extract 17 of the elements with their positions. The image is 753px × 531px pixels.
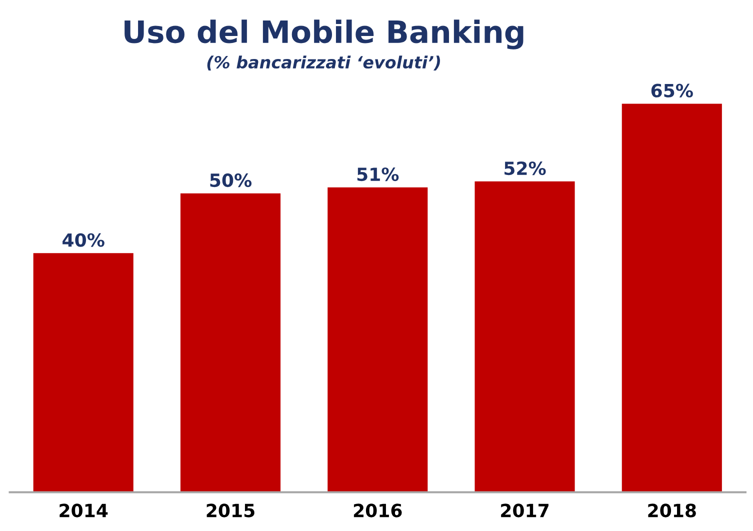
bar <box>180 193 281 492</box>
chart-subtitle: (% bancarizzati ‘evoluti’) <box>207 56 440 71</box>
bar <box>622 104 722 492</box>
x-tick-label: 2016 <box>354 504 402 518</box>
x-tick-label: 2015 <box>206 504 254 518</box>
data-label: 65% <box>651 84 693 98</box>
bar <box>328 187 428 492</box>
data-label: 51% <box>357 167 399 182</box>
bar <box>474 181 575 492</box>
x-tick-label: 2017 <box>501 504 548 518</box>
data-label: 50% <box>210 173 252 188</box>
x-tick-label: 2018 <box>648 504 696 518</box>
data-label: 52% <box>504 161 546 176</box>
chart-title: Uso del Mobile Banking <box>124 20 524 50</box>
x-tick-label: 2014 <box>60 504 108 518</box>
bar <box>33 253 134 492</box>
data-label: 40% <box>62 233 104 247</box>
